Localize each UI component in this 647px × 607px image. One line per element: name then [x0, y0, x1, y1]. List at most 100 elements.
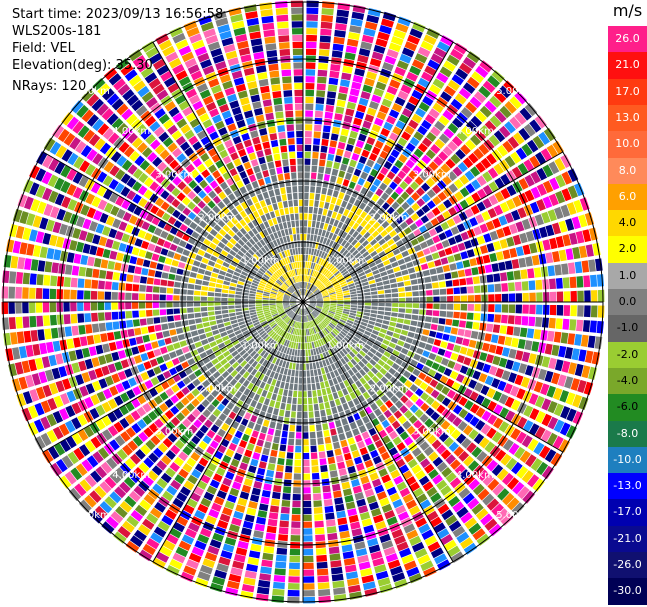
velocity-cell	[444, 272, 452, 280]
velocity-cell	[314, 256, 318, 263]
velocity-cell	[137, 524, 151, 536]
velocity-cell	[125, 311, 133, 319]
velocity-cell	[166, 294, 173, 301]
velocity-cell	[52, 221, 62, 234]
velocity-cell	[327, 365, 333, 372]
velocity-cell	[300, 289, 302, 296]
velocity-cell	[269, 303, 276, 306]
velocity-cell	[325, 443, 333, 451]
velocity-cell	[496, 144, 508, 157]
velocity-cell	[336, 198, 343, 206]
velocity-cell	[458, 487, 471, 499]
velocity-cell	[435, 332, 443, 340]
velocity-cell	[385, 553, 399, 563]
velocity-cell	[415, 347, 424, 355]
velocity-cell	[142, 259, 151, 268]
velocity-cell	[339, 135, 348, 143]
velocity-cell	[406, 425, 416, 435]
velocity-cell	[287, 369, 292, 376]
velocity-cell	[358, 236, 366, 244]
velocity-cell	[433, 296, 440, 302]
velocity-cell	[273, 575, 286, 583]
velocity-cell	[322, 208, 328, 216]
velocity-cell	[344, 241, 351, 249]
velocity-cell	[269, 258, 275, 265]
velocity-cell	[179, 340, 188, 348]
velocity-cell	[403, 436, 414, 446]
velocity-cell	[226, 253, 234, 260]
velocity-cell	[239, 274, 247, 280]
velocity-cell	[314, 527, 325, 535]
velocity-cell	[261, 404, 268, 412]
velocity-cell	[297, 165, 303, 172]
velocity-cell	[399, 53, 412, 64]
velocity-cell	[352, 74, 364, 84]
velocity-cell	[376, 225, 385, 234]
velocity-cell	[386, 196, 395, 206]
velocity-cell	[327, 188, 333, 196]
velocity-cell	[260, 247, 267, 254]
velocity-cell	[380, 255, 389, 262]
velocity-cell	[348, 283, 355, 288]
velocity-cell	[460, 286, 467, 294]
velocity-cell	[339, 530, 350, 539]
velocity-cell	[238, 321, 246, 326]
velocity-cell	[27, 422, 39, 436]
velocity-cell	[291, 255, 295, 263]
velocity-cell	[343, 424, 351, 432]
velocity-cell	[529, 242, 538, 254]
velocity-cell	[203, 343, 211, 351]
velocity-cell	[294, 206, 299, 214]
velocity-cell	[361, 431, 370, 440]
velocity-cell	[282, 360, 287, 368]
velocity-cell	[146, 317, 154, 325]
velocity-cell	[399, 181, 409, 190]
velocity-cell	[179, 223, 188, 232]
velocity-cell	[155, 551, 170, 563]
velocity-cell	[277, 328, 283, 335]
velocity-cell	[405, 291, 413, 297]
velocity-cell	[547, 209, 557, 222]
velocity-cell	[267, 463, 276, 471]
velocity-cell	[246, 168, 254, 176]
velocity-cell	[315, 325, 320, 332]
velocity-cell	[229, 168, 238, 177]
velocity-cell	[463, 542, 478, 555]
velocity-cell	[106, 113, 119, 126]
velocity-cell	[206, 445, 216, 455]
velocity-cell	[314, 520, 324, 528]
velocity-cell	[240, 247, 247, 254]
velocity-cell	[285, 465, 293, 473]
velocity-cell	[310, 438, 317, 446]
velocity-cell	[185, 112, 197, 123]
velocity-cell	[81, 372, 91, 383]
velocity-cell	[63, 211, 73, 223]
velocity-cell	[75, 463, 88, 477]
velocity-cell	[117, 350, 127, 359]
velocity-cell	[233, 77, 245, 86]
velocity-cell	[356, 268, 364, 274]
velocity-cell	[239, 394, 247, 402]
velocity-cell	[35, 288, 43, 299]
velocity-cell	[290, 303, 297, 306]
velocity-cell	[335, 289, 343, 294]
velocity-cell	[319, 361, 324, 368]
velocity-cell	[341, 285, 349, 290]
velocity-cell	[423, 34, 437, 46]
velocity-cell	[173, 302, 180, 308]
velocity-cell	[263, 221, 270, 229]
velocity-cell	[73, 253, 82, 264]
velocity-cell	[420, 40, 434, 52]
velocity-cell	[120, 392, 130, 403]
velocity-cell	[215, 246, 223, 253]
velocity-cell	[305, 96, 314, 104]
velocity-cell	[225, 448, 235, 458]
velocity-cell	[96, 247, 105, 257]
velocity-cell	[308, 283, 312, 290]
velocity-cell	[305, 124, 313, 131]
velocity-cell	[193, 419, 203, 429]
velocity-cell	[281, 338, 286, 346]
velocity-cell	[317, 568, 329, 576]
velocity-cell	[379, 404, 388, 413]
velocity-cell	[283, 90, 293, 97]
